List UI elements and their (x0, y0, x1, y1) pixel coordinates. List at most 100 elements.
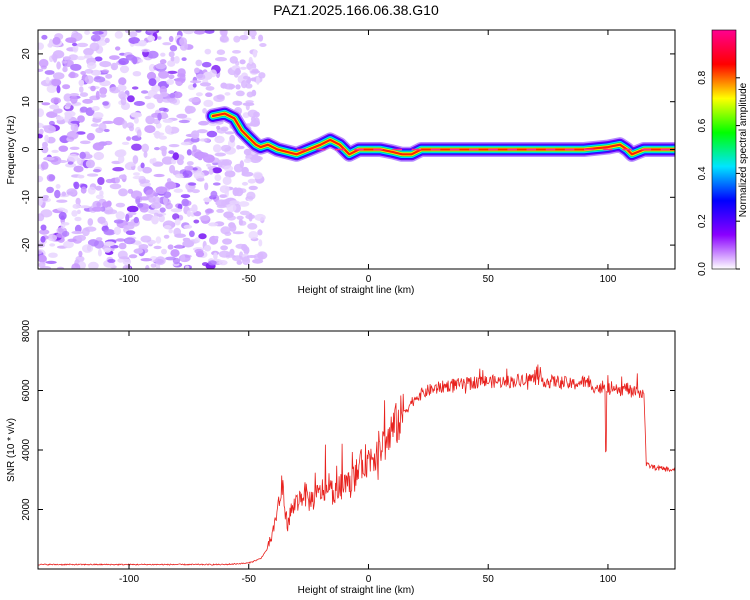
noise-blob (219, 35, 229, 43)
noise-blob (167, 60, 176, 67)
noise-blob (107, 258, 116, 263)
noise-blob (78, 250, 83, 257)
noise-blob (75, 197, 81, 206)
noise-blob (93, 76, 106, 83)
noise-blob (158, 107, 167, 112)
noise-blob (101, 69, 110, 74)
noise-blob (117, 84, 124, 91)
noise-blob (72, 203, 81, 209)
noise-blob (102, 120, 115, 124)
noise-blob (118, 174, 127, 180)
noise-blob (145, 189, 157, 198)
noise-blob (115, 238, 126, 242)
noise-blob (232, 187, 239, 197)
x-tick-label: 100 (600, 274, 617, 285)
noise-region (38, 30, 268, 269)
noise-blob (117, 250, 128, 260)
noise-blob (180, 194, 191, 199)
noise-blob (62, 56, 72, 61)
noise-blob (66, 188, 78, 196)
noise-blob (69, 93, 79, 97)
noise-blob (125, 213, 130, 222)
noise-blob (174, 218, 181, 226)
y-tick-label: 2000 (21, 498, 32, 521)
noise-blob (239, 34, 249, 41)
noise-blob (120, 96, 127, 106)
noise-blob (57, 207, 66, 211)
noise-blob (233, 35, 241, 43)
noise-blob (177, 158, 184, 166)
noise-blob (175, 77, 184, 87)
noise-blob (243, 148, 252, 156)
noise-blob (247, 223, 258, 230)
noise-blob (259, 43, 267, 47)
noise-blob (175, 244, 183, 249)
noise-blob (125, 54, 136, 61)
noise-blob (97, 248, 102, 257)
noise-blob (203, 138, 211, 143)
colorbar-tick-label: 0.4 (697, 166, 708, 180)
noise-blob (38, 254, 47, 263)
colorbar: 0.0 0.2 0.4 0.6 0.8 Normalized spectral ampl… (697, 29, 749, 276)
noise-blob (54, 189, 61, 199)
snr-x-axis-label: Height of straight line (km) (298, 585, 415, 596)
noise-blob (195, 92, 203, 97)
noise-blob (38, 122, 44, 129)
figure-title: PAZ1.2025.166.06.38.G10 (273, 2, 439, 18)
noise-blob (78, 79, 85, 87)
noise-blob (92, 31, 104, 35)
noise-blob (180, 141, 191, 146)
noise-blob (38, 108, 44, 118)
noise-blob (163, 225, 172, 230)
noise-blob (165, 202, 173, 210)
noise-blob (243, 30, 249, 36)
snr-line (38, 364, 675, 566)
noise-blob (102, 101, 109, 106)
noise-blob (114, 149, 126, 158)
noise-blob (172, 152, 179, 161)
spectrogram-y-axis-label: Frequency (Hz) (6, 116, 17, 185)
noise-blob (128, 31, 138, 38)
noise-blob (82, 98, 93, 104)
noise-blob (49, 243, 56, 247)
noise-blob (186, 210, 191, 218)
noise-blob (164, 125, 172, 135)
noise-blob (173, 91, 183, 99)
noise-blob (147, 50, 159, 59)
noise-blob (123, 237, 136, 245)
noise-blob (224, 170, 236, 178)
noise-blob (131, 86, 139, 90)
noise-blob (98, 122, 107, 132)
noise-blob (38, 249, 43, 255)
noise-blob (128, 254, 138, 259)
noise-blob (38, 175, 44, 183)
noise-blob (67, 161, 74, 165)
noise-blob (235, 90, 245, 97)
x-tick-label: -100 (119, 574, 139, 585)
noise-blob (248, 185, 258, 191)
noise-blob (228, 84, 234, 90)
noise-blob (157, 36, 162, 40)
noise-blob (157, 81, 169, 89)
noise-blob (115, 46, 121, 51)
noise-blob (255, 76, 260, 85)
noise-blob (216, 208, 225, 213)
noise-blob (91, 206, 103, 212)
noise-blob (140, 258, 153, 262)
noise-blob (38, 197, 43, 206)
noise-blob (223, 165, 234, 172)
noise-blob (170, 56, 175, 62)
noise-blob (168, 74, 175, 80)
noise-blob (56, 266, 65, 269)
y-tick-label: -10 (21, 190, 32, 205)
noise-blob (76, 56, 86, 61)
noise-blob (152, 157, 157, 164)
noise-blob (51, 149, 59, 153)
noise-blob (138, 244, 149, 250)
noise-blob (131, 143, 142, 151)
noise-blob (192, 83, 197, 88)
noise-blob (172, 213, 180, 221)
noise-blob (70, 120, 80, 124)
noise-blob (92, 169, 101, 173)
